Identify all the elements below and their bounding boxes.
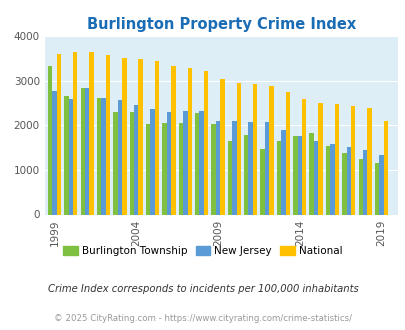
Bar <box>97 98 101 214</box>
Bar <box>313 142 318 214</box>
Bar <box>334 104 338 214</box>
Bar <box>52 91 57 214</box>
Bar <box>297 136 301 214</box>
Bar <box>129 112 134 214</box>
Bar <box>276 141 281 214</box>
Bar <box>117 100 122 214</box>
Bar <box>350 106 354 214</box>
Bar <box>178 123 183 214</box>
Bar <box>48 66 52 214</box>
Title: Burlington Property Crime Index: Burlington Property Crime Index <box>86 17 355 32</box>
Bar <box>292 136 297 214</box>
Bar <box>138 59 143 215</box>
Bar <box>89 52 94 214</box>
Bar <box>264 122 269 214</box>
Bar <box>383 121 387 214</box>
Bar <box>358 159 362 214</box>
Bar <box>105 54 110 214</box>
Bar <box>281 130 285 214</box>
Bar <box>374 163 378 214</box>
Bar <box>236 82 241 214</box>
Bar <box>248 122 252 214</box>
Bar <box>325 146 329 214</box>
Bar <box>80 87 85 214</box>
Bar <box>227 141 232 214</box>
Bar <box>101 98 105 214</box>
Bar <box>150 109 154 214</box>
Bar <box>232 121 236 214</box>
Bar <box>183 111 187 214</box>
Bar <box>57 54 61 214</box>
Text: © 2025 CityRating.com - https://www.cityrating.com/crime-statistics/: © 2025 CityRating.com - https://www.city… <box>54 314 351 323</box>
Bar <box>203 71 208 214</box>
Bar <box>220 79 224 214</box>
Bar <box>378 155 383 214</box>
Bar <box>362 150 367 214</box>
Bar <box>215 121 220 214</box>
Bar <box>243 135 248 214</box>
Bar <box>329 144 334 214</box>
Bar <box>301 99 306 214</box>
Bar <box>211 124 215 214</box>
Bar <box>367 109 371 214</box>
Bar <box>269 86 273 214</box>
Bar <box>309 133 313 214</box>
Bar <box>146 124 150 214</box>
Bar <box>113 112 117 214</box>
Bar <box>171 66 175 214</box>
Bar <box>346 147 350 214</box>
Bar <box>194 113 199 214</box>
Bar <box>260 149 264 214</box>
Bar <box>64 96 68 214</box>
Bar <box>154 61 159 214</box>
Bar <box>199 111 203 214</box>
Bar <box>166 112 171 214</box>
Bar <box>341 153 346 214</box>
Bar <box>252 84 257 214</box>
Legend: Burlington Township, New Jersey, National: Burlington Township, New Jersey, Nationa… <box>59 242 346 260</box>
Bar <box>68 99 73 214</box>
Bar <box>134 105 138 214</box>
Bar <box>285 92 289 214</box>
Bar <box>85 88 89 214</box>
Bar <box>73 52 77 214</box>
Bar <box>162 123 166 214</box>
Bar <box>187 68 192 215</box>
Bar <box>318 103 322 214</box>
Bar <box>122 58 126 214</box>
Text: Crime Index corresponds to incidents per 100,000 inhabitants: Crime Index corresponds to incidents per… <box>47 284 358 294</box>
